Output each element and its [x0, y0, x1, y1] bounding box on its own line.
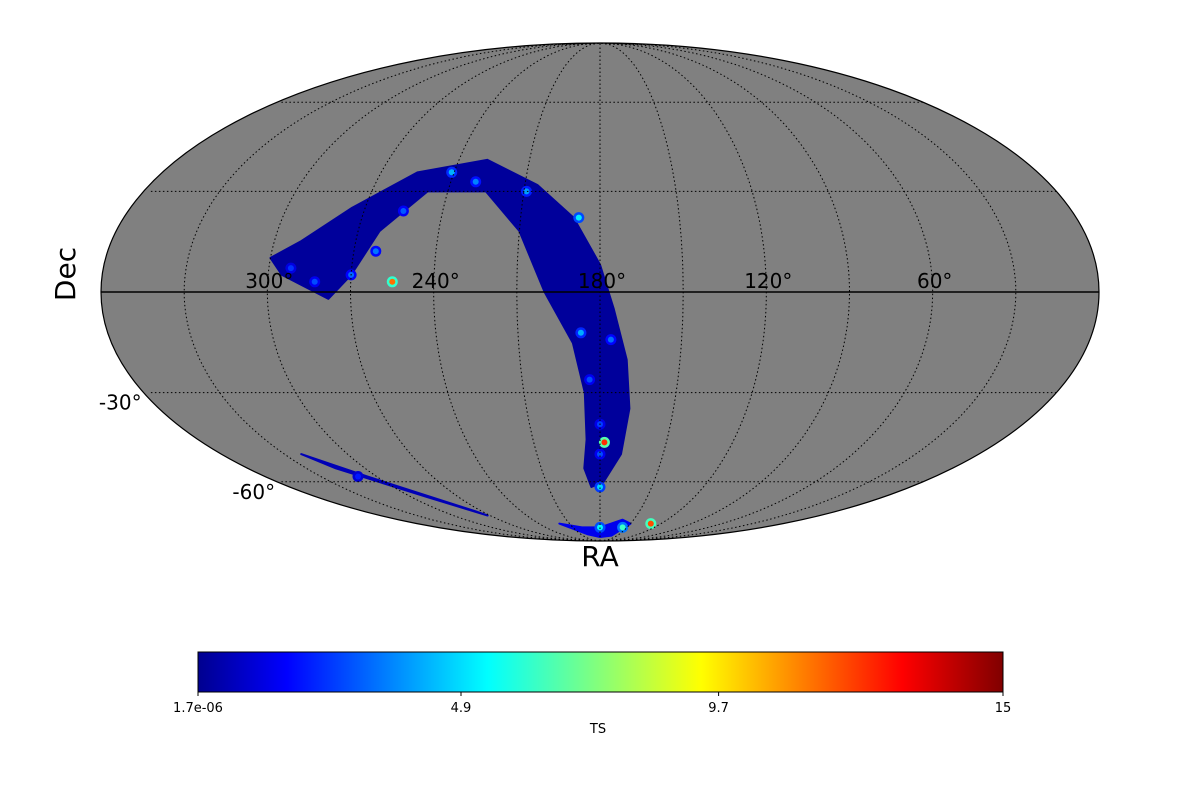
- hotspot-1: [472, 178, 479, 185]
- colorbar-label: TS: [589, 722, 606, 737]
- hotspot-5: [372, 248, 379, 255]
- x-axis-title: RA: [581, 540, 618, 573]
- dec-tick-label: -30°: [99, 391, 142, 415]
- ra-tick-label: 120°: [744, 269, 792, 293]
- hotspot-20: [355, 473, 361, 480]
- sky-outline: [100, 42, 1100, 542]
- hotspot-7: [311, 278, 318, 285]
- ra-tick-label: 300°: [245, 269, 293, 293]
- hotspot-16: [597, 484, 603, 490]
- hotspot-15: [597, 451, 603, 458]
- hotspot-18: [619, 524, 626, 531]
- colorbar-tick-label: 9.7: [708, 701, 729, 716]
- meridian-300: [266, 43, 601, 541]
- hotspot-10: [577, 329, 584, 336]
- meridian-60: [599, 43, 934, 541]
- dec-tick-label: -60°: [232, 480, 275, 504]
- hotspot-4: [400, 208, 407, 214]
- colorbar-tick-label: 1.7e-06: [173, 701, 223, 716]
- hotspot-0: [448, 169, 455, 176]
- ra-tick-labels: 300° 240° 180° 120° 60°: [245, 269, 952, 293]
- colorbar: [197, 651, 1004, 693]
- ra-tick-label: 180°: [578, 269, 626, 293]
- coverage-region-southern-strip: [300, 453, 489, 517]
- coverage-regions: [269, 158, 632, 538]
- ra-tick-label: 240°: [412, 269, 460, 293]
- colorbar-ticks: 1.7e-06 4.9 9.7 15: [173, 692, 1011, 716]
- dec-tick-labels: -30° -60°: [99, 391, 275, 504]
- hotspot-9: [389, 278, 396, 285]
- hotspot-2: [523, 188, 530, 195]
- hotspot-12: [586, 376, 593, 383]
- hotspot-8: [287, 265, 294, 272]
- y-axis-title: Dec: [49, 247, 82, 301]
- hotspot-14: [601, 439, 608, 446]
- colorbar-tick-label: 15: [995, 701, 1012, 716]
- hotspot-3: [575, 214, 582, 221]
- hotspot-19: [647, 520, 654, 527]
- hotspot-17: [597, 524, 603, 531]
- ts-hotspots: [285, 166, 657, 533]
- ra-tick-label: 60°: [917, 269, 952, 293]
- colorbar-tick-label: 4.9: [451, 701, 472, 716]
- hotspot-11: [607, 336, 614, 343]
- coverage-region-arc: [269, 158, 631, 488]
